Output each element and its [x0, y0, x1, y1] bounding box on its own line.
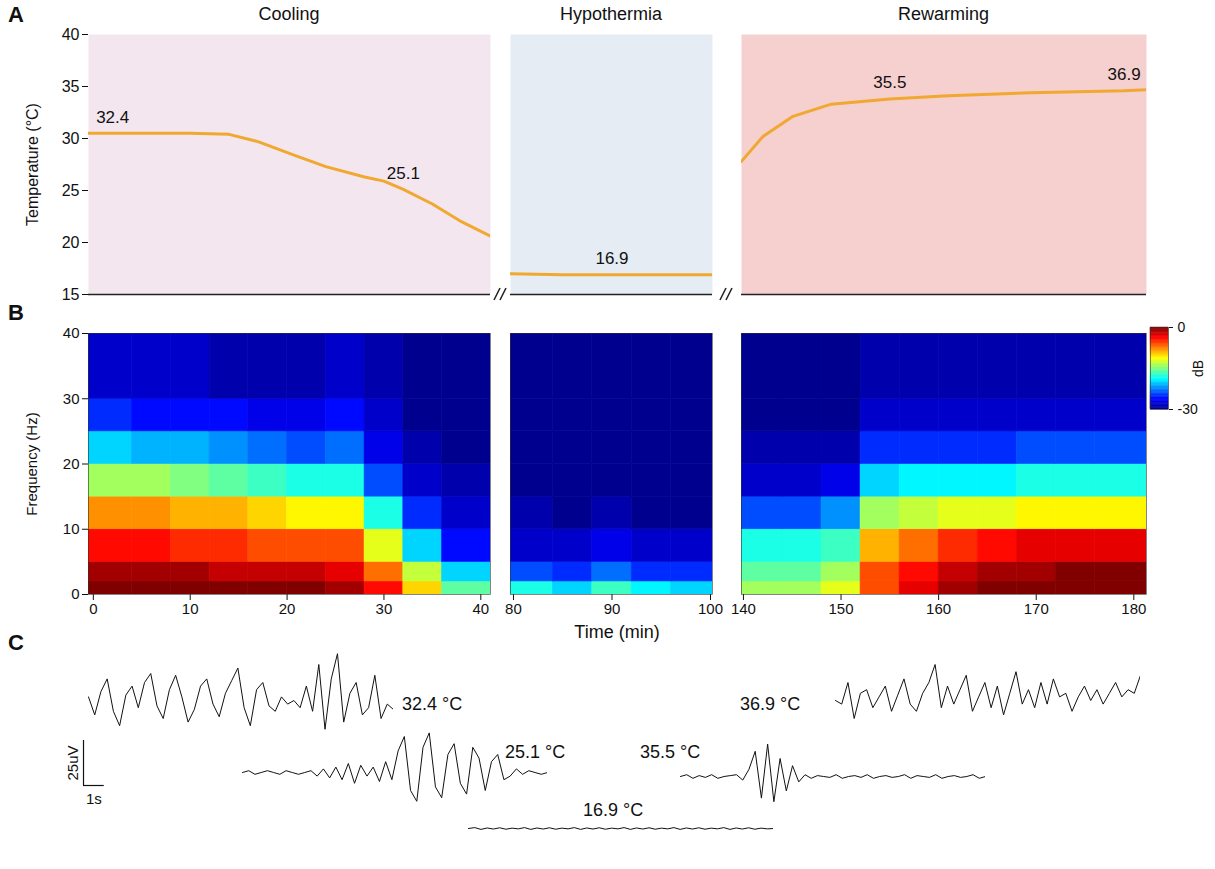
svg-text:25.1: 25.1	[387, 164, 420, 183]
html-text:Rewarming: Rewarming	[898, 4, 989, 24]
svg-text:90: 90	[604, 600, 621, 617]
html-text:35.5 °C: 35.5 °C	[640, 742, 701, 762]
html-text:25.1 °C: 25.1 °C	[505, 742, 566, 762]
html-text:Cooling: Cooling	[258, 4, 320, 24]
svg-text:100: 100	[698, 600, 723, 617]
html-text:B: B	[8, 300, 24, 325]
svg-text:40: 40	[62, 26, 80, 43]
svg-text:30: 30	[63, 390, 80, 407]
svg-text:40: 40	[63, 324, 80, 341]
svg-text:0: 0	[89, 600, 97, 617]
svg-text:0: 0	[1178, 319, 1186, 335]
svg-text:80: 80	[505, 600, 522, 617]
html-text:Time (min): Time (min)	[574, 622, 660, 642]
html-text:36.9 °C: 36.9 °C	[740, 694, 801, 714]
svg-text:10: 10	[182, 600, 199, 617]
svg-text:35: 35	[62, 78, 80, 95]
svg-text:15: 15	[62, 286, 80, 303]
svg-text:140: 140	[731, 600, 756, 617]
html-text:A: A	[8, 2, 24, 27]
svg-text:20: 20	[62, 234, 80, 251]
svg-text:-30: -30	[1178, 401, 1198, 417]
svg-text:180: 180	[1121, 600, 1146, 617]
svg-text:160: 160	[926, 600, 951, 617]
svg-text:25: 25	[62, 182, 80, 199]
svg-text:dB: dB	[1190, 360, 1206, 377]
svg-text:36.9: 36.9	[1108, 65, 1141, 84]
svg-text:170: 170	[1024, 600, 1049, 617]
html-text:16.9 °C: 16.9 °C	[583, 800, 644, 820]
svg-text:Frequency (Hz): Frequency (Hz)	[23, 412, 40, 515]
svg-text:40: 40	[472, 600, 489, 617]
svg-text:10: 10	[63, 520, 80, 537]
svg-text:Temperature (°C): Temperature (°C)	[24, 103, 41, 226]
svg-text:35.5: 35.5	[873, 73, 906, 92]
svg-text:0: 0	[71, 585, 79, 602]
svg-text:1s: 1s	[86, 790, 102, 807]
svg-text:32.4: 32.4	[96, 108, 129, 127]
html-text:32.4 °C: 32.4 °C	[402, 694, 463, 714]
svg-text:20: 20	[279, 600, 296, 617]
svg-text:25uV: 25uV	[64, 745, 81, 780]
svg-text:16.9: 16.9	[595, 249, 628, 268]
svg-text:150: 150	[829, 600, 854, 617]
svg-text:30: 30	[62, 130, 80, 147]
html-text:Hypothermia: Hypothermia	[560, 4, 662, 24]
html-text:C: C	[8, 630, 24, 655]
svg-text:20: 20	[63, 455, 80, 472]
svg-text:30: 30	[376, 600, 393, 617]
